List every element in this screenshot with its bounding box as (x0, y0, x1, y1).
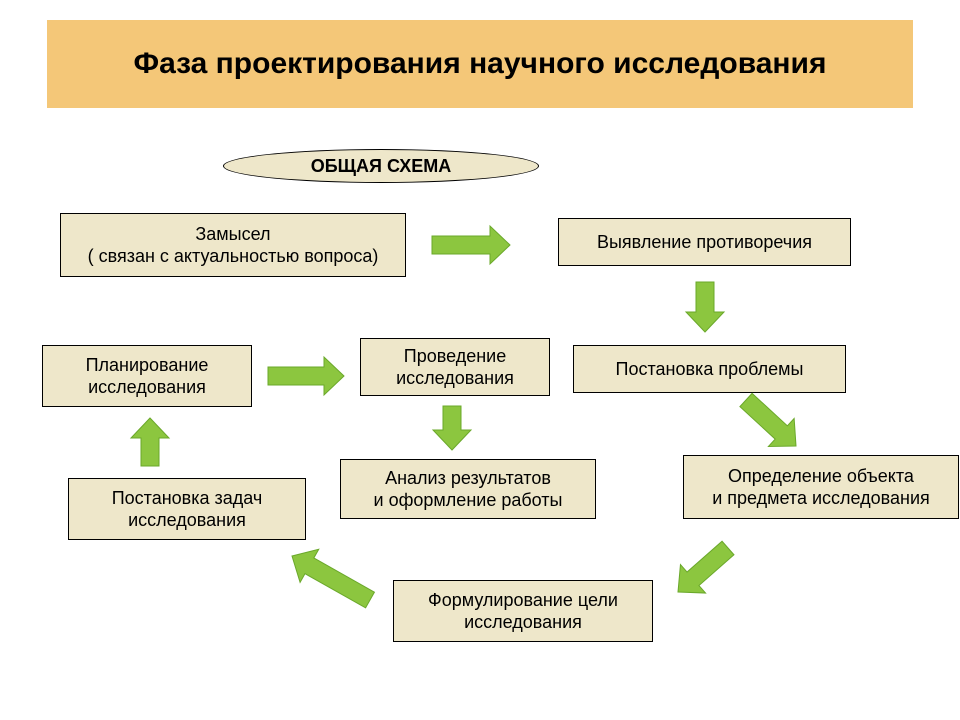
node-label: Формулирование целиисследования (428, 589, 618, 634)
arrow-icon (131, 418, 169, 466)
node-label: Выявление противоречия (597, 231, 812, 254)
arrow-icon (686, 282, 724, 332)
arrow-icon (283, 539, 380, 616)
arrow-icon (433, 406, 471, 450)
node-label: Постановка проблемы (616, 358, 804, 381)
node-label: Анализ результатови оформление работы (374, 467, 563, 512)
arrow-icon (268, 357, 344, 395)
arrow-icon (665, 534, 740, 607)
arrow-icon (432, 226, 510, 264)
page-title: Фаза проектирования научного исследовани… (47, 20, 913, 108)
node-label: Планированиеисследования (86, 354, 209, 399)
node-label: Замысел( связан с актуальностью вопроса) (88, 223, 379, 268)
arrow-icon (733, 386, 809, 460)
node-label: Определение объектаи предмета исследован… (712, 465, 930, 510)
node-object-subject: Определение объектаи предмета исследован… (683, 455, 959, 519)
page-title-text: Фаза проектирования научного исследовани… (133, 47, 826, 81)
subtitle-ellipse: ОБЩАЯ СХЕМА (223, 149, 539, 183)
node-tasks: Постановка задачисследования (68, 478, 306, 540)
node-problem: Постановка проблемы (573, 345, 846, 393)
subtitle-text: ОБЩАЯ СХЕМА (311, 156, 452, 177)
node-contradiction: Выявление противоречия (558, 218, 851, 266)
node-planning: Планированиеисследования (42, 345, 252, 407)
node-label: Постановка задачисследования (112, 487, 263, 532)
node-conducting: Проведениеисследования (360, 338, 550, 396)
node-analysis: Анализ результатови оформление работы (340, 459, 596, 519)
node-label: Проведениеисследования (396, 345, 514, 390)
node-concept: Замысел( связан с актуальностью вопроса) (60, 213, 406, 277)
node-goal: Формулирование целиисследования (393, 580, 653, 642)
